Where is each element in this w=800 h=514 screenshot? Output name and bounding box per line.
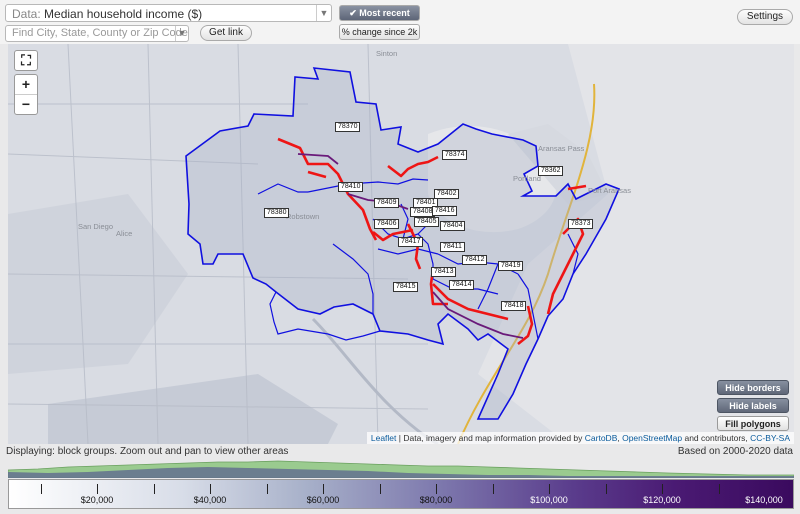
zip-label: 78415 — [393, 282, 419, 292]
place-label: San Diego — [78, 222, 114, 231]
place-label: Alice — [116, 229, 133, 238]
legend-tick-label: $20,000 — [80, 495, 114, 505]
zip-label: 78419 — [498, 261, 524, 271]
hide-borders-button[interactable]: Hide borders — [717, 380, 789, 395]
legend-tick — [549, 484, 550, 494]
zip-label: 78417 — [398, 237, 424, 247]
place-label: Sinton — [376, 49, 398, 58]
data-select[interactable]: Data: Median household income ($) ▼ — [5, 4, 332, 22]
zip-label: 78402 — [434, 189, 460, 199]
legend-tick — [719, 484, 720, 494]
zip-label: 78370 — [335, 122, 361, 132]
income-histogram — [8, 460, 794, 478]
place-label: Portland — [513, 174, 541, 183]
zip-label: 78406 — [374, 219, 400, 229]
license-link[interactable]: CC-BY-SA — [750, 433, 790, 443]
zip-label: 78410 — [338, 182, 364, 192]
attribution-text: | Data, imagery and map information prov… — [396, 433, 585, 443]
find-placeholder: Find City, State, County or Zip Code — [12, 27, 188, 39]
legend-tick — [210, 484, 211, 494]
legend-tick — [380, 484, 381, 494]
settings-button[interactable]: Settings — [737, 9, 793, 25]
place-label: Robstown — [286, 212, 320, 221]
attribution-text-2: and contributors, — [682, 433, 751, 443]
legend-tick-label: $40,000 — [193, 495, 227, 505]
display-status: Displaying: block groups. Zoom out and p… — [6, 446, 289, 457]
place-label: Port Aransas — [588, 186, 631, 195]
fill-polygons-button[interactable]: Fill polygons — [717, 416, 789, 431]
legend-tick — [41, 484, 42, 494]
legend-tick-label: $80,000 — [419, 495, 453, 505]
cartodb-link[interactable]: CartoDB — [584, 433, 618, 443]
attribution-sep: , — [617, 433, 623, 443]
zip-label: 78416 — [432, 206, 458, 216]
legend-tick-label: $60,000 — [306, 495, 340, 505]
get-link-button[interactable]: Get link — [200, 25, 252, 41]
zoom-buttons: + − — [14, 74, 38, 115]
chevron-down-icon[interactable]: ▼ — [175, 26, 188, 41]
legend-tick — [662, 484, 663, 494]
color-legend: $20,000 $40,000 $60,000 $80,000 $100,000… — [8, 479, 794, 509]
leaflet-link[interactable]: Leaflet — [370, 433, 397, 443]
osm-link[interactable]: OpenStreetMap — [622, 433, 683, 443]
zip-label: 78374 — [442, 150, 468, 160]
legend-tick — [606, 484, 607, 494]
most-recent-value-button[interactable]: ✔ Most recent value — [339, 5, 420, 32]
legend-tick — [493, 484, 494, 494]
map-attribution: Leaflet | Data, imagery and map informat… — [366, 432, 794, 444]
zoom-out-button[interactable]: − — [21, 96, 31, 112]
place-label: Aransas Pass — [538, 144, 585, 153]
legend-tick-label: $120,000 — [643, 495, 681, 505]
legend-tick-label: $140,000 — [745, 495, 783, 505]
data-years-note: Based on 2000-2020 data — [677, 446, 793, 457]
map-area[interactable]: ⛶ + − San Diego Alice Robstown Portland … — [8, 44, 794, 444]
pct-change-button[interactable]: % change since 2k — [339, 24, 420, 40]
zip-label: 78409 — [374, 198, 400, 208]
fit-bounds-icon[interactable]: ⛶ — [21, 52, 31, 68]
zip-label: 78414 — [449, 280, 475, 290]
zoom-control: ⛶ — [14, 50, 38, 71]
data-select-prefix: Data: — [12, 7, 41, 21]
legend-tick-label: $100,000 — [530, 495, 568, 505]
data-select-value: Median household income ($) — [44, 7, 203, 21]
legend-tick — [97, 484, 98, 494]
hide-labels-button[interactable]: Hide labels — [717, 398, 789, 413]
zoom-in-button[interactable]: + — [15, 75, 37, 95]
zip-label: 78418 — [501, 301, 527, 311]
legend-tick — [267, 484, 268, 494]
zip-label: 78380 — [264, 208, 290, 218]
zip-label: 78404 — [440, 221, 466, 231]
zip-label: 78413 — [431, 267, 457, 277]
zip-label: 78405 — [414, 217, 440, 227]
zip-label: 78412 — [462, 255, 488, 265]
find-location-input[interactable]: Find City, State, County or Zip Code ▼ — [5, 25, 189, 42]
zip-label: 78373 — [568, 219, 594, 229]
legend-tick — [323, 484, 324, 494]
check-icon: ✔ — [349, 8, 357, 18]
zip-label: 78362 — [538, 166, 564, 176]
chevron-down-icon[interactable]: ▼ — [316, 5, 331, 21]
zip-label: 78411 — [440, 242, 465, 252]
legend-tick — [154, 484, 155, 494]
legend-tick — [436, 484, 437, 494]
